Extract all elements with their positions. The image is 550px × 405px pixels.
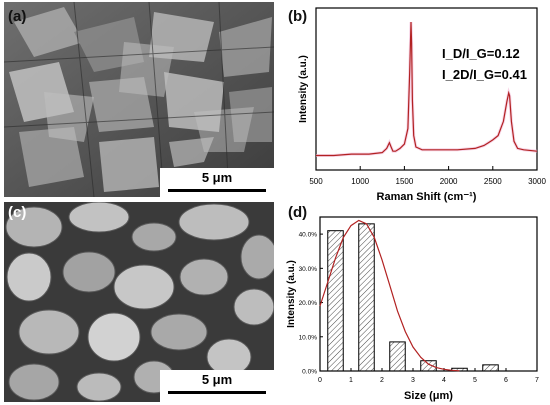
fit-curve [319, 219, 460, 372]
x-tick-label: 2500 [484, 177, 502, 186]
sem-image-c [4, 202, 274, 402]
plot-frame [315, 7, 538, 171]
panel-label-d: (d) [288, 204, 308, 221]
scale-bar-c [168, 391, 266, 394]
x-tick-label: 7 [535, 377, 539, 384]
raman-chart: 500 1000 1500 2000 2500 3000 Raman Shift (cm⁻¹… [298, 7, 546, 203]
x-tick-label: 1000 [351, 177, 369, 186]
y-tick-label: 10.0% [299, 334, 318, 341]
histogram-bar [482, 364, 499, 372]
sem-image-a [4, 2, 274, 197]
annotation-i2d-ig: I_2D/I_G=0.41 [442, 67, 527, 82]
annotation-id-ig: I_D/I_G=0.12 [442, 46, 520, 61]
x-tick-label: 4 [442, 377, 446, 384]
spectrum-halo [316, 21, 538, 157]
x-tick-label: 2000 [440, 177, 458, 186]
y-tick-label: 30.0% [299, 266, 318, 273]
x-tick-label: 6 [504, 377, 508, 384]
plot-frame [319, 216, 538, 372]
y-axis-label: Intensity (a.u.) [286, 260, 297, 328]
scale-bar-a [168, 189, 266, 192]
x-tick-label: 3 [411, 377, 415, 384]
y-axis-label: Intensity (a.u.) [298, 55, 309, 123]
x-axis-label: Size (μm) [404, 390, 453, 402]
histogram-bar [420, 360, 437, 372]
x-axis-label: Raman Shift (cm⁻¹) [377, 191, 477, 203]
y-tick-label: 40.0% [299, 232, 318, 239]
scale-bar-label-a: 5 μm [201, 170, 233, 185]
x-tick-label: 5 [473, 377, 477, 384]
y-tick-label: 0.0% [302, 369, 317, 376]
histogram-bar [327, 230, 344, 372]
x-tick-label: 500 [309, 177, 323, 186]
scale-bar-label-c: 5 μm [201, 372, 233, 387]
x-tick-label: 1500 [396, 177, 414, 186]
x-tick-label: 2 [380, 377, 384, 384]
histogram-bar [389, 341, 406, 372]
y-tick-label: 20.0% [299, 300, 318, 307]
panel-label-b: (b) [288, 8, 308, 25]
panel-label-c: (c) [8, 204, 27, 221]
spectrum-line [316, 21, 538, 157]
scale-bar-box-a [160, 168, 274, 198]
histogram-bar [358, 223, 375, 372]
size-distribution-chart: 0 1 2 3 4 5 6 7 0.0% 10.0% 20.0% 30.0% 40.0% Size (μm… [286, 216, 539, 402]
panel-label-a: (a) [8, 8, 27, 25]
x-tick-label: 1 [349, 377, 353, 384]
x-tick-label: 3000 [528, 177, 546, 186]
x-tick-label: 0 [318, 377, 322, 384]
scale-bar-box-c [160, 370, 274, 402]
histogram-bar [451, 367, 468, 372]
